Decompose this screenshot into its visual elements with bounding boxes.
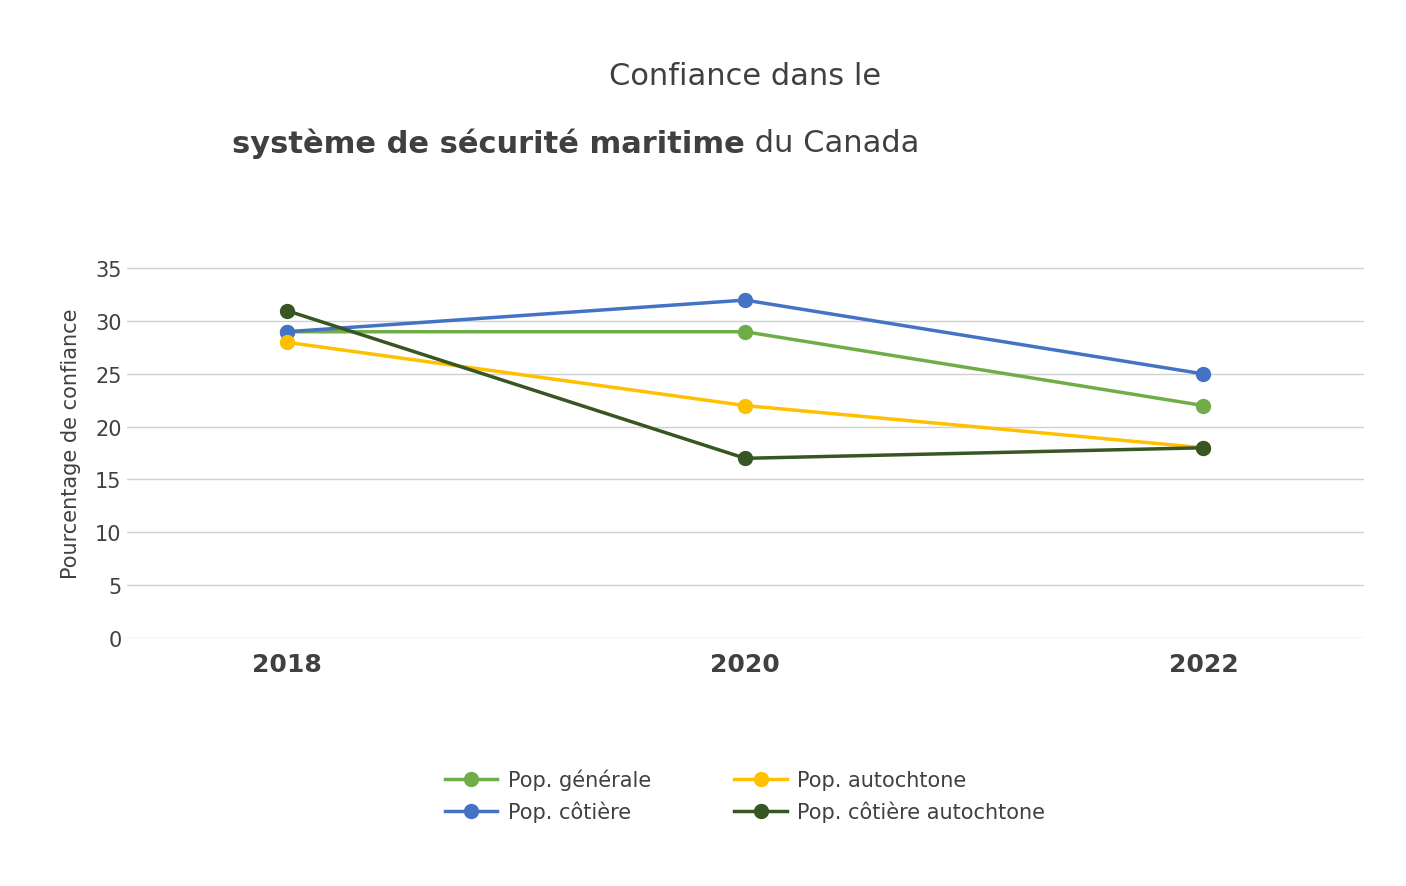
- Text: système de sécurité maritime: système de sécurité maritime: [232, 128, 745, 159]
- Text: Confiance dans le: Confiance dans le: [609, 62, 882, 91]
- Legend: Pop. générale, Pop. côtière, Pop. autochtone, Pop. côtière autochtone: Pop. générale, Pop. côtière, Pop. autoch…: [437, 760, 1053, 830]
- Text: du Canada: du Canada: [745, 128, 920, 158]
- Y-axis label: Pourcentage de confiance: Pourcentage de confiance: [62, 308, 82, 578]
